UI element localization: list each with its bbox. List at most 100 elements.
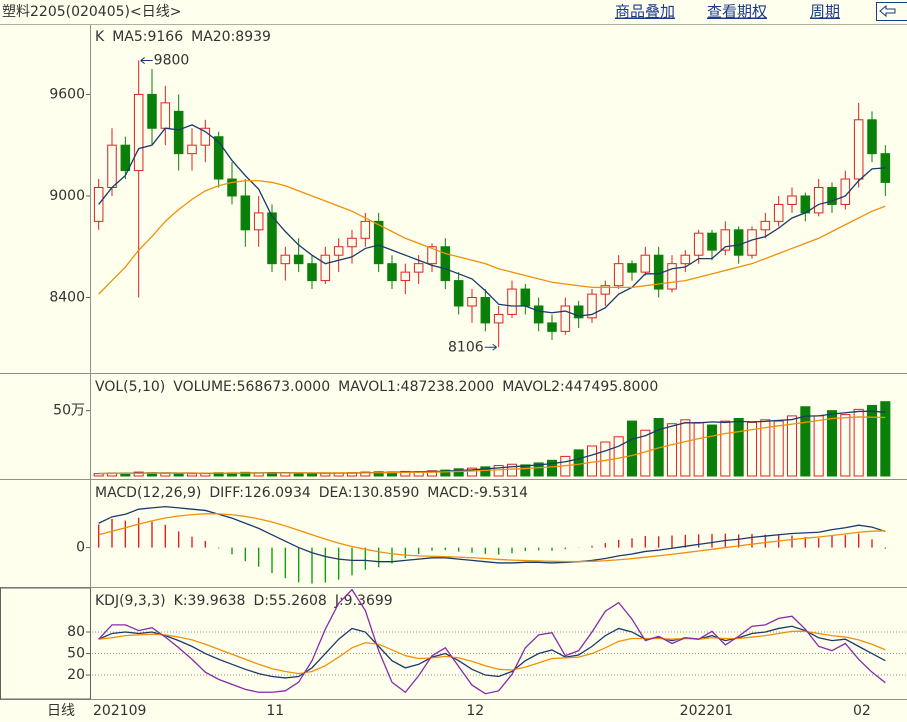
volume-bar [760, 419, 771, 477]
legend-label: MAVOL1:487238.2000 [338, 379, 494, 395]
candle-body [680, 254, 691, 265]
candle-body [560, 305, 571, 332]
volume-bar [373, 471, 384, 477]
volume-bar [613, 436, 624, 477]
y-tick-label: 8400 [49, 290, 85, 306]
x-tick-label: 12 [466, 703, 484, 719]
back-icon[interactable] [876, 2, 907, 21]
link-period[interactable]: 周期 [810, 3, 840, 21]
volume-bar [546, 459, 558, 477]
candle-body [147, 93, 157, 129]
x-tick-label: 202201 [680, 703, 733, 719]
candle-body [360, 220, 371, 239]
icon-arrow [879, 4, 896, 18]
link-overlay[interactable]: 商品叠加 [615, 3, 675, 21]
candle-body [547, 322, 557, 332]
volume-bar [880, 401, 891, 477]
candle-body [613, 263, 624, 287]
candle-body [720, 229, 731, 251]
series-line [98, 416, 886, 475]
link-options[interactable]: 查看期权 [707, 3, 767, 21]
candle-body [667, 263, 677, 290]
candle-body [693, 232, 704, 256]
y-tick-label: 80 [67, 624, 85, 640]
volume-bar [600, 441, 611, 477]
volume-bar [853, 408, 864, 477]
candle-body [867, 119, 877, 155]
legend-label: MACD:-9.5314 [427, 485, 528, 501]
candle-body [293, 254, 304, 265]
volume-bar [786, 415, 798, 477]
volume-bar [826, 410, 838, 477]
candle-body [347, 237, 357, 248]
volume-bar [800, 406, 811, 477]
series-line [98, 588, 886, 695]
volume-bar [840, 414, 851, 477]
legend-label: D:55.2608 [253, 593, 326, 609]
volume-bar [133, 471, 144, 477]
candle-body [640, 254, 651, 273]
legend-label: DIFF:126.0934 [209, 485, 311, 501]
candle-body [507, 288, 517, 315]
volume-bar [360, 471, 371, 477]
volume-bar [186, 473, 198, 477]
low-annotation: 8106 [448, 339, 484, 355]
high-annotation: 9800 [154, 53, 190, 69]
volume-bar [453, 468, 464, 477]
legend-label: DEA:130.8590 [319, 485, 419, 501]
candle-body [387, 263, 397, 282]
candle-body [267, 212, 277, 265]
legend-label: MA20:8939 [191, 29, 271, 45]
candle-body [533, 305, 544, 324]
candle-body [307, 263, 317, 282]
candle-body [787, 195, 797, 205]
legend-label: K [95, 29, 105, 45]
legend-label: VOL(5,10) [95, 379, 165, 395]
candle-body [227, 178, 237, 197]
volume-bar [586, 445, 598, 477]
volume-bar [813, 415, 824, 477]
candle-body [280, 254, 291, 265]
x-tick-label: 202109 [93, 703, 146, 719]
header-title: 塑料2205(020405)<日线> [2, 4, 181, 20]
candle-body [333, 246, 344, 256]
volume-bar [693, 421, 704, 477]
y-tick-label: 50 [67, 646, 85, 662]
volume-bar [293, 472, 304, 477]
candle-body [400, 271, 411, 282]
volume-bar [706, 424, 718, 477]
volume-bar [93, 473, 104, 477]
kdj-axis-box [0, 587, 91, 700]
candle-body [813, 186, 824, 214]
volume-bar [773, 420, 784, 477]
volume-bar [680, 419, 691, 477]
period-label: 日线 [47, 703, 75, 719]
y-tick-label: 20 [67, 667, 85, 683]
volume-bar [720, 420, 731, 477]
series-line [98, 630, 886, 675]
volume-bar [666, 423, 678, 477]
candle-body [453, 280, 464, 307]
volume-bar [573, 449, 584, 477]
legend-label: MAVOL2:447495.8000 [502, 379, 658, 395]
volume-bar [626, 420, 638, 477]
candle-body [173, 110, 184, 155]
candle-body [93, 186, 104, 222]
candle-body [493, 313, 504, 324]
candle-body [120, 144, 131, 172]
volume-bar [866, 404, 878, 477]
candle-body [467, 297, 477, 307]
volume-bar [493, 465, 504, 477]
legend-label: KDJ(9,3,3) [95, 593, 166, 609]
candle-body [587, 293, 597, 319]
series-line [98, 124, 886, 317]
series-line [98, 513, 886, 563]
candle-body [600, 285, 611, 295]
x-tick-label: 02 [853, 703, 871, 719]
candle-body [573, 305, 584, 319]
candle-body [773, 203, 784, 222]
candle-body [760, 220, 771, 231]
candle-body [133, 93, 144, 172]
series-line [98, 505, 886, 564]
volume-bar [533, 462, 544, 477]
